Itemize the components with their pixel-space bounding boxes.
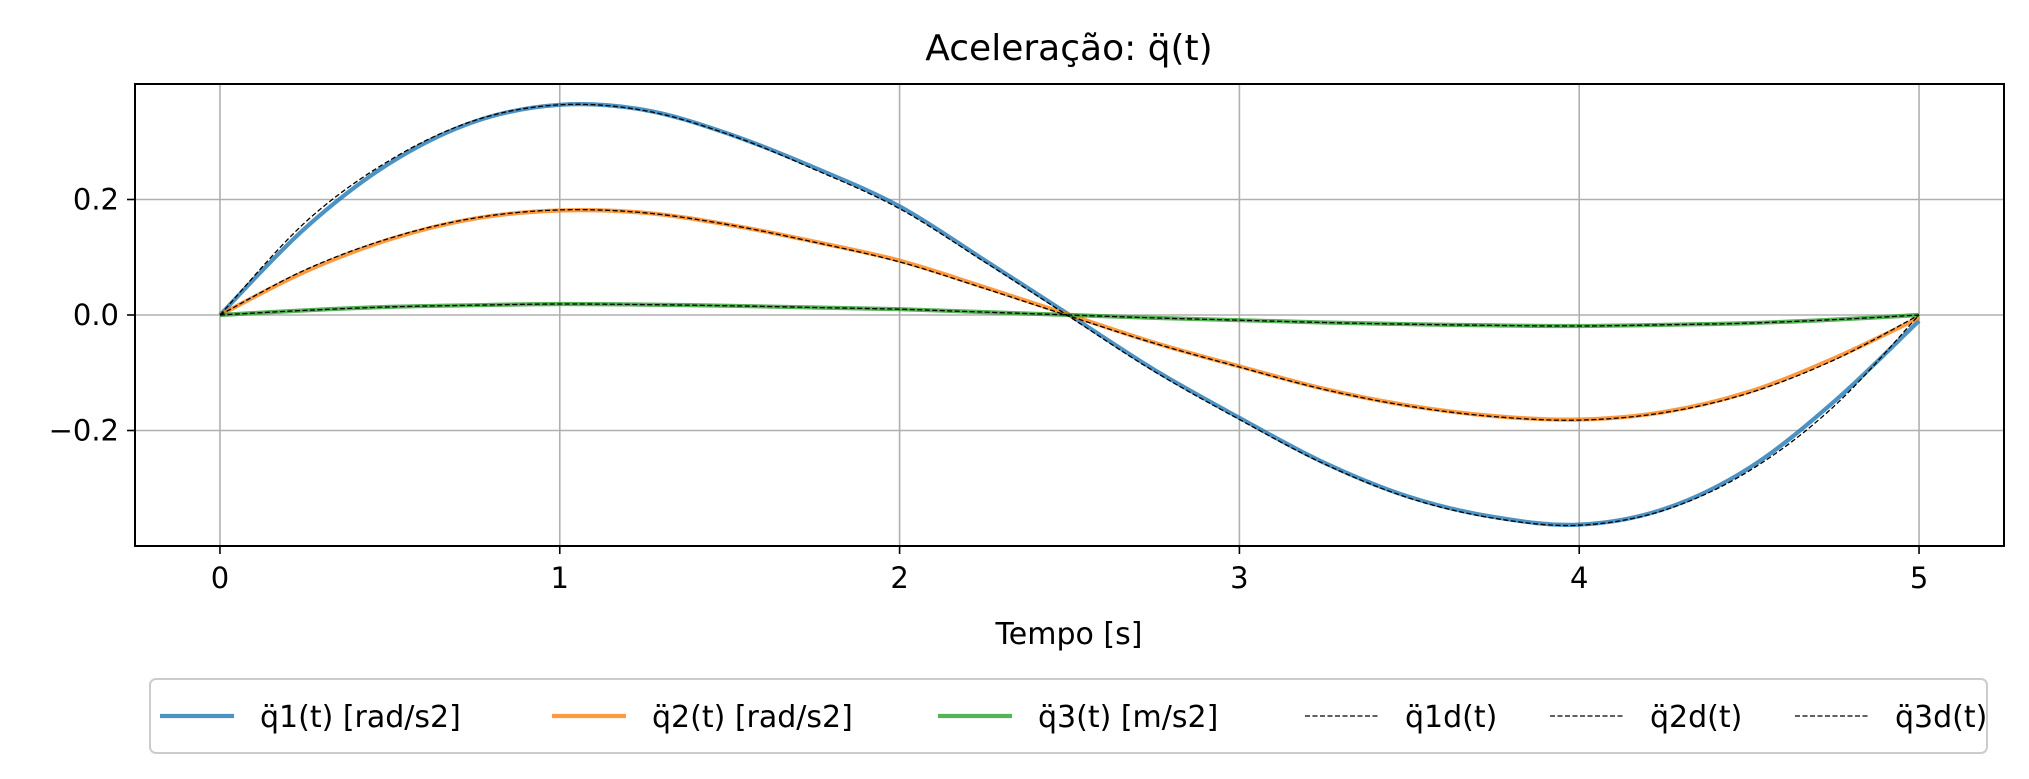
chart-title: Aceleração: q̈(t) <box>925 28 1212 69</box>
series-line-5 <box>219 208 1920 421</box>
legend-label-2: q̈2(t) [rad/s2] <box>652 700 853 735</box>
x-tick-label: 2 <box>890 561 908 595</box>
series-line-4 <box>219 103 1920 527</box>
x-axis-label: Tempo [s] <box>995 617 1143 652</box>
y-tick-label: 0.0 <box>73 298 119 332</box>
legend-label-6: q̈3d(t) <box>1895 700 1987 735</box>
grid <box>135 84 2004 546</box>
legend-label-4: q̈1d(t) <box>1405 700 1497 735</box>
x-tick-label: 5 <box>1910 561 1928 595</box>
x-tick-label: 0 <box>211 561 229 595</box>
legend: q̈1(t) [rad/s2] q̈2(t) [rad/s2] q̈3(t) [m/… <box>160 700 1987 735</box>
legend-box <box>149 678 1988 754</box>
legend-label-3: q̈3(t) [m/s2] <box>1038 700 1218 735</box>
x-tick-label: 1 <box>551 561 569 595</box>
y-tick-label: 0.2 <box>73 183 119 217</box>
series-layer <box>218 102 1921 527</box>
series-line-6 <box>219 303 1920 327</box>
legend-label-5: q̈2d(t) <box>1650 700 1742 735</box>
y-tick-label: −0.2 <box>49 414 119 448</box>
axis-ticks: 0 1 2 3 4 5 −0.2 0.0 0.2 <box>49 183 1929 596</box>
x-tick-label: 4 <box>1570 561 1588 595</box>
legend-label-1: q̈1(t) [rad/s2] <box>260 700 461 735</box>
x-tick-label: 3 <box>1230 561 1248 595</box>
